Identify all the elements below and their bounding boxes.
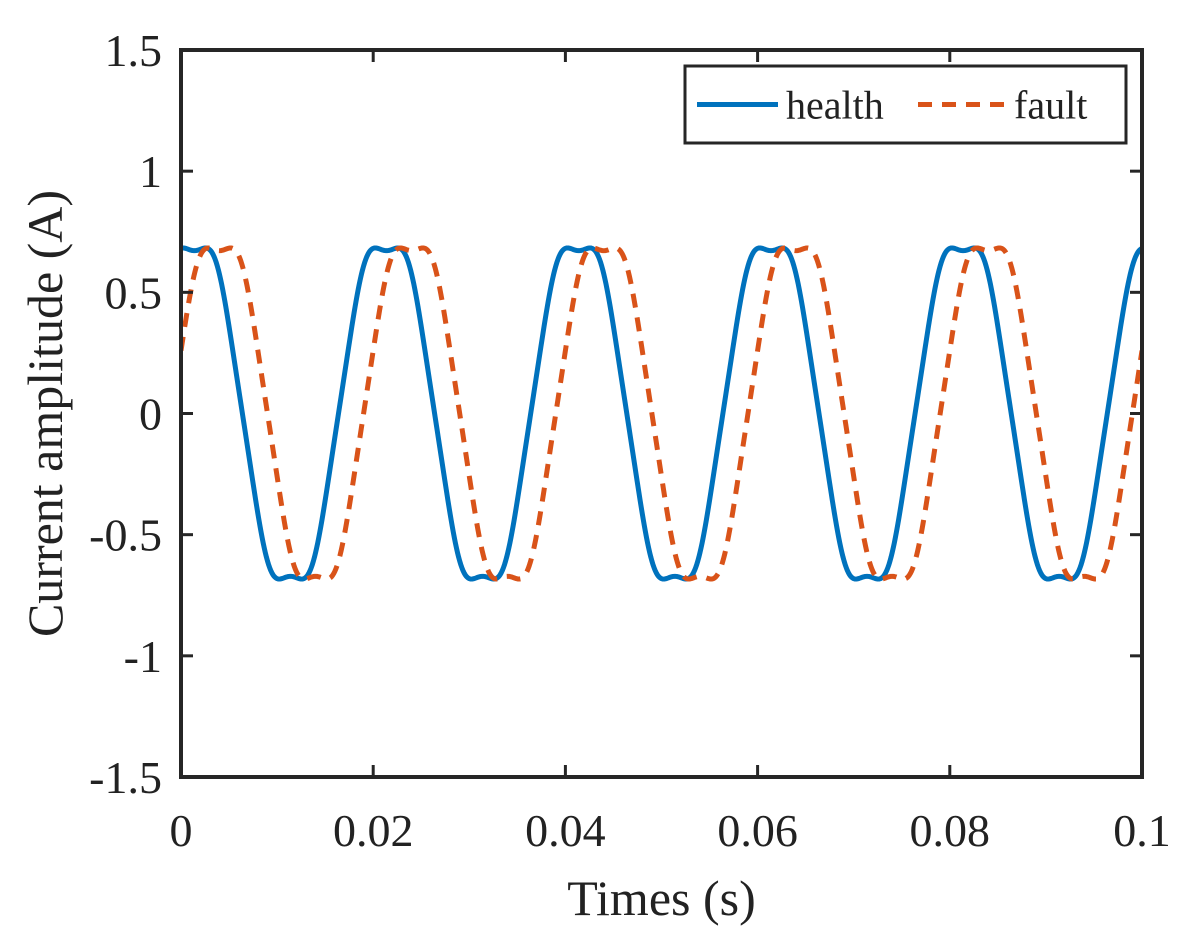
plot-area — [179, 48, 1144, 779]
legend-label-health: health — [786, 83, 884, 128]
x-tick-label: 0.1 — [1113, 805, 1171, 856]
y-tick-label: -1.5 — [89, 752, 162, 803]
series-line-fault — [181, 245, 1142, 582]
y-tick-label: -0.5 — [89, 510, 162, 561]
y-tick-label: 0.5 — [105, 267, 163, 318]
x-tick-label: 0.04 — [525, 805, 606, 856]
x-tick-labels: 0 0.02 0.04 0.06 0.08 0.1 — [170, 805, 1171, 856]
legend-label-fault: fault — [1014, 83, 1087, 128]
x-tick-label: 0.02 — [333, 805, 414, 856]
y-tick-label: 0 — [139, 389, 162, 440]
y-tick-label: 1 — [139, 146, 162, 197]
series-line-health — [181, 245, 1142, 582]
ticks-layer — [179, 48, 1144, 779]
x-tick-label: 0.06 — [717, 805, 798, 856]
x-axis-label: Times (s) — [567, 870, 755, 926]
x-tick-label: 0 — [170, 805, 193, 856]
y-tick-label: -1 — [124, 631, 162, 682]
x-tick-label: 0.08 — [910, 805, 991, 856]
legend: health fault — [683, 64, 1128, 145]
axes-frame — [179, 48, 1144, 779]
y-axis-label: Current amplitude (A) — [17, 190, 73, 637]
y-tick-label: 1.5 — [105, 25, 163, 76]
y-tick-labels: -1.5 -1 -0.5 0 0.5 1 1.5 — [89, 25, 162, 803]
series-layer — [181, 245, 1142, 582]
